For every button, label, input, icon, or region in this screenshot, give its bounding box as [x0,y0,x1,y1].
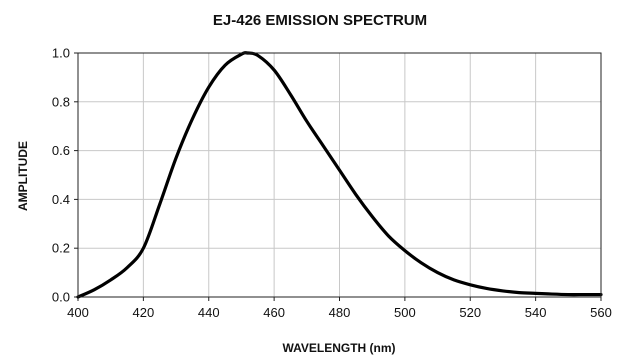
series-layer [76,51,603,299]
y-tick-label: 0.6 [52,143,70,158]
grid-layer [78,53,601,297]
x-tick-label: 560 [590,305,612,320]
y-tick-label: 0.0 [52,290,70,305]
x-axis-label: WAVELENGTH (nm) [282,341,395,355]
y-tick-label: 0.4 [52,192,70,207]
x-tick-label: 440 [198,305,220,320]
y-tick-label: 0.2 [52,241,70,256]
x-tick-label: 460 [263,305,285,320]
plot-frame [77,52,602,298]
x-tick-label: 520 [459,305,481,320]
x-tick-label: 480 [329,305,351,320]
y-tick-label: 1.0 [52,46,70,61]
x-tick-label: 400 [67,305,89,320]
chart-title: EJ-426 EMISSION SPECTRUM [213,12,427,29]
emission-spectrum-line [76,51,603,299]
x-tick-label: 540 [525,305,547,320]
x-tick-label: 500 [394,305,416,320]
y-axis-label: AMPLITUDE [16,141,30,211]
x-tick-label: 420 [133,305,155,320]
y-tick-label: 0.8 [52,94,70,109]
tick-layer: 400 420 440 460 480 500 520 540 560 0.0 0.2 0.4 0.6 0… [52,46,612,321]
